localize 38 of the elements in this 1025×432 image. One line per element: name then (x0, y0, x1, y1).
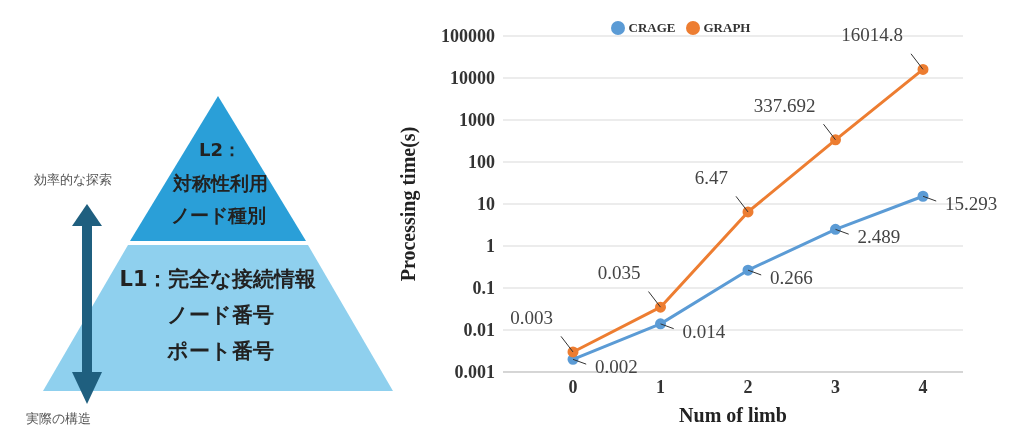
y-tick-label: 0.001 (454, 362, 495, 383)
y-axis-title: Processing time(s) (397, 126, 421, 282)
text: L2： (199, 139, 241, 160)
x-tick-label: 3 (831, 376, 840, 397)
text: ノード番号 (166, 303, 274, 327)
data-label: 337.692 (753, 94, 816, 116)
x-tick-label: 1 (656, 376, 665, 397)
y-tick-label: 100 (468, 152, 495, 173)
data-label: 15.293 (945, 193, 998, 215)
y-tick-label: 0.01 (463, 320, 495, 341)
y-tick-label: 1000 (459, 110, 495, 131)
x-tick-label: 4 (918, 376, 928, 397)
data-label: 2.489 (857, 226, 901, 248)
text: 実際の構造 (25, 411, 91, 426)
data-label: 0.014 (682, 320, 726, 342)
text: ポート番号 (165, 339, 274, 363)
y-tick-label: 10 (477, 194, 495, 215)
legend-label: CRAGE (628, 20, 676, 35)
y-tick-label: 1 (486, 236, 495, 257)
text: L1：完全な接続情報 (119, 267, 317, 291)
x-tick-label: 0 (568, 376, 578, 397)
data-label: 0.266 (770, 267, 813, 289)
data-label: 0.035 (597, 262, 641, 284)
x-axis-title: Num of limb (679, 404, 787, 426)
y-tick-label: 100000 (441, 26, 495, 47)
data-label: 16014.8 (841, 24, 903, 46)
text: 対称性利用 (171, 172, 268, 194)
text: ノード種別 (170, 204, 266, 226)
data-label: 0.003 (510, 306, 553, 328)
data-label: 0.002 (595, 356, 638, 378)
point (917, 190, 929, 202)
x-tick-label: 2 (743, 376, 753, 397)
y-tick-label: 0.1 (472, 278, 495, 299)
legend-label: GRAPH (703, 20, 751, 35)
point (742, 264, 754, 276)
text: 効率的な探索 (34, 172, 112, 187)
data-label: 6.47 (694, 166, 728, 188)
y-tick-label: 10000 (450, 68, 495, 89)
